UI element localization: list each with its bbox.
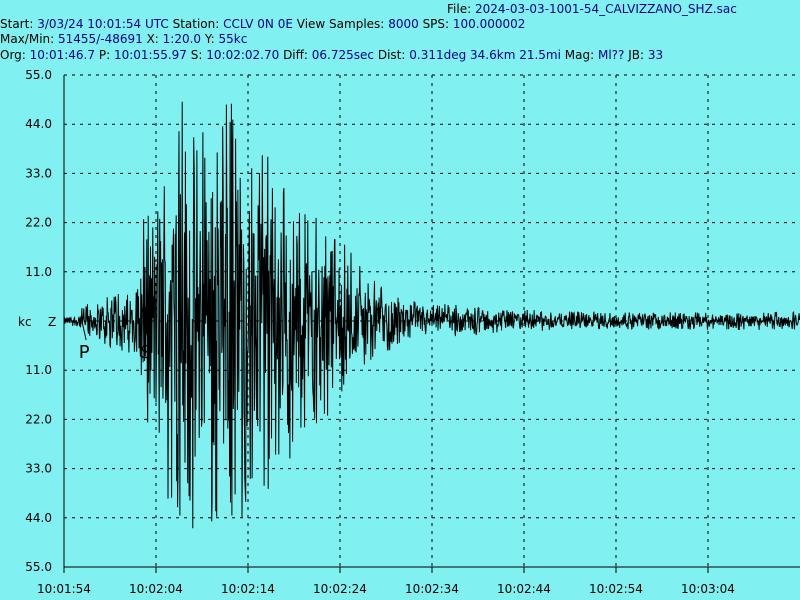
- origin-line: Org: 10:01:46.7 P: 10:01:55.97 S: 10:02:…: [0, 48, 663, 62]
- y-tick-label: 11.0: [25, 265, 52, 279]
- x-tick-label: 10:02:54: [589, 582, 643, 596]
- mag-label: Mag:: [564, 48, 595, 62]
- seismogram-trace: [63, 101, 800, 529]
- jb-value: 33: [647, 48, 664, 62]
- phase-marker-tick-s: [143, 321, 149, 341]
- maxmin-label: Max/Min:: [0, 32, 55, 46]
- phase-marker-tick-p: [81, 321, 87, 341]
- maxmin-value: 51455/-48691: [58, 32, 143, 46]
- component-label: Z: [48, 315, 56, 329]
- jb-label: JB:: [628, 48, 645, 62]
- start-line: Start: 3/03/24 10:01:54 UTC Station: CCL…: [0, 17, 525, 31]
- y-tick-label: 22.0: [25, 412, 52, 426]
- sps-value: 100.000002: [452, 17, 526, 31]
- start-value: 3/03/24 10:01:54 UTC: [37, 17, 169, 31]
- x-tick-label: 10:02:04: [129, 582, 183, 596]
- s-label: S:: [190, 48, 203, 62]
- x-tick-label: 10:02:44: [497, 582, 551, 596]
- phase-marker-s: S: [140, 342, 151, 363]
- x-tick-label: 10:02:34: [405, 582, 459, 596]
- file-name: 2024-03-03-1001-54_CALVIZZANO_SHZ.sac: [474, 2, 737, 16]
- phase-marker-p: P: [79, 342, 90, 363]
- y-tick-label: 11.0: [25, 363, 52, 377]
- station-value: CCLV 0N 0E: [223, 17, 293, 31]
- org-value: 10:01:46.7: [29, 48, 95, 62]
- y-axis-labels: 55.0 44.0 33.0 22.0 11.0 11.0 22.0 33.0 44.0 55.0: [25, 68, 52, 574]
- x-axis-labels: 10:01:54 10:02:04 10:02:14 10:02:24 10:02:34…: [37, 582, 735, 596]
- s-value: 10:02:02.70: [206, 48, 280, 62]
- maxmin-line: Max/Min: 51455/-48691 X: 1:20.0 Y: 55kc: [0, 32, 247, 46]
- y-tick-label: 55.0: [25, 560, 52, 574]
- file-label: File:: [447, 2, 472, 16]
- y-tick-label: 44.0: [25, 117, 52, 131]
- x-tick-label: 10:02:14: [221, 582, 275, 596]
- grid-lines: [63, 74, 800, 573]
- mag-value: Ml??: [597, 48, 625, 62]
- y-tick-label: 44.0: [25, 511, 52, 525]
- diff-value: 06.725sec: [311, 48, 375, 62]
- station-label: Station:: [172, 17, 220, 31]
- view-samples-label: View Samples:: [296, 17, 385, 31]
- y-tick-label: 22.0: [25, 216, 52, 230]
- x-tick-label: 10:01:54: [37, 582, 91, 596]
- p-value: 10:01:55.97: [113, 48, 187, 62]
- file-line: File: 2024-03-03-1001-54_CALVIZZANO_SHZ.…: [447, 2, 737, 16]
- sps-label: SPS:: [422, 17, 450, 31]
- y-tick-label: 33.0: [25, 166, 52, 180]
- p-label: P:: [98, 48, 111, 62]
- start-label: Start:: [0, 17, 34, 31]
- org-label: Org:: [0, 48, 26, 62]
- x-scale-value: 1:20.0: [162, 32, 202, 46]
- y-scale-value: 55kc: [218, 32, 248, 46]
- y-tick-label: 55.0: [25, 68, 52, 82]
- y-scale-label: Y:: [204, 32, 215, 46]
- diff-label: Diff:: [283, 48, 308, 62]
- dist-value: 0.311deg 34.6km 21.5mi: [409, 48, 561, 62]
- dist-label: Dist:: [377, 48, 406, 62]
- x-tick-label: 10:02:24: [313, 582, 367, 596]
- x-tick-label: 10:03:04: [681, 582, 735, 596]
- view-samples-value: 8000: [388, 17, 419, 31]
- x-scale-label: X:: [146, 32, 159, 46]
- y-tick-label: 33.0: [25, 462, 52, 476]
- unit-label: kc: [18, 315, 32, 329]
